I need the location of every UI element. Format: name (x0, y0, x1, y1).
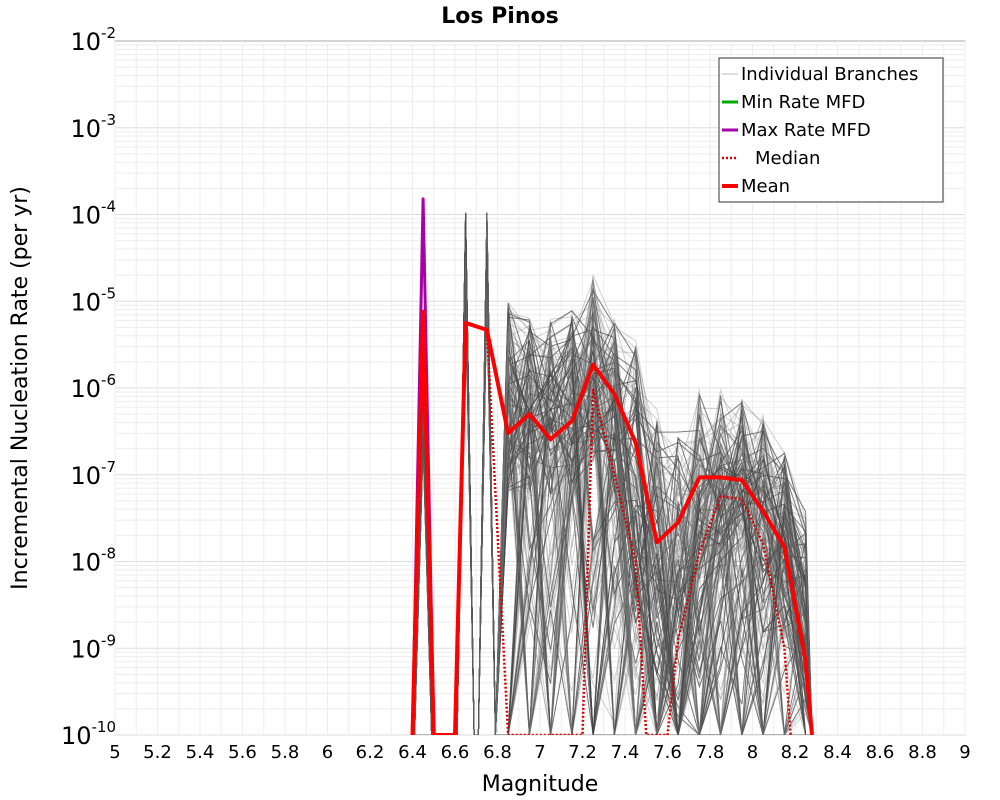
y-axis-label: Incremental Nucleation Rate (per yr) (8, 186, 33, 590)
legend-label: Max Rate MFD (741, 120, 871, 141)
y-tick-label: 10-2 (70, 24, 116, 56)
x-tick-label: 8.8 (908, 742, 937, 763)
x-tick-label: 5.2 (143, 742, 172, 763)
branch-line (414, 212, 812, 735)
legend-label: Individual Branches (741, 64, 918, 85)
x-tick-label: 7.6 (653, 742, 682, 763)
legend: Individual Branches Min Rate MFD Max Rate … (718, 57, 944, 203)
x-tick-label: 6.4 (398, 742, 427, 763)
x-tick-label: 6 (322, 742, 333, 763)
branch-line (414, 212, 813, 735)
x-tick-label: 8.6 (866, 742, 895, 763)
x-tick-label: 6.2 (356, 742, 385, 763)
series-mean (410, 309, 814, 735)
legend-label: Median (755, 148, 820, 169)
y-tick-label: 10-5 (70, 284, 116, 316)
x-tick-label: 5.4 (186, 742, 215, 763)
y-tick-label: 10-10 (61, 718, 116, 750)
y-tick-label: 10-8 (70, 545, 116, 577)
chart-title: Los Pinos (441, 4, 558, 29)
x-tick-label: 9 (959, 742, 970, 763)
x-tick-label: 7.2 (568, 742, 597, 763)
branch-line (414, 212, 812, 735)
x-tick-label: 8.2 (781, 742, 810, 763)
x-tick-label: 7.8 (696, 742, 725, 763)
legend-box (718, 57, 944, 203)
x-tick-label: 6.6 (441, 742, 470, 763)
legend-label: Min Rate MFD (741, 92, 865, 113)
x-tick-label: 8.4 (823, 742, 852, 763)
x-tick-label: 5.6 (228, 742, 257, 763)
y-tick-label: 10-9 (70, 631, 116, 663)
x-tick-label: 8 (747, 742, 758, 763)
y-tick-label: 10-3 (70, 111, 116, 143)
branch-line (414, 214, 813, 735)
legend-label: Mean (741, 176, 790, 197)
x-tick-label: 7.4 (611, 742, 640, 763)
branch-line (414, 214, 813, 735)
x-ticks: 5 5.2 5.4 5.6 5.8 6 6.2 6.4 6.6 6.8 7 7.2 7.4 7.6 7.8 8… (109, 742, 970, 763)
branch-line (414, 213, 813, 735)
y-tick-label: 10-7 (70, 458, 116, 490)
x-tick-label: 7 (534, 742, 545, 763)
y-tick-label: 10-4 (70, 198, 116, 230)
branch-line (414, 212, 813, 735)
x-tick-label: 5.8 (271, 742, 300, 763)
x-tick-label: 6.8 (483, 742, 512, 763)
y-tick-label: 10-6 (70, 371, 116, 403)
x-axis-label: Magnitude (482, 772, 599, 797)
branch-line (414, 212, 813, 735)
series-lines (410, 197, 814, 735)
branch-line (414, 212, 812, 735)
x-tick-label: 5 (109, 742, 120, 763)
y-ticks: 10-2 10-3 10-4 10-5 10-6 10-7 10-8 10-9 10-10 (61, 24, 116, 750)
